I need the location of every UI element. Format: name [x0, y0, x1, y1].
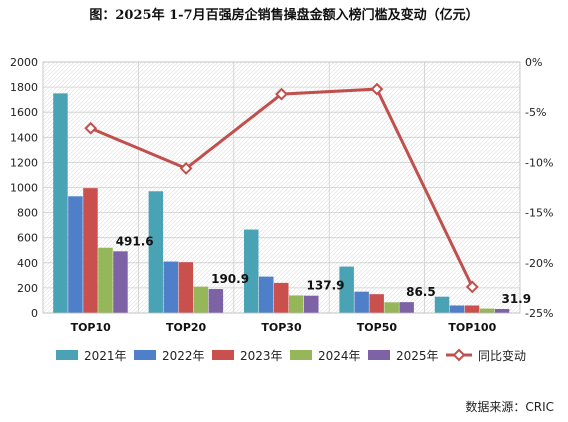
legend-swatch: [368, 350, 390, 360]
bar-top30-2: [259, 276, 274, 313]
source-note: 数据来源：CRIC: [465, 400, 554, 414]
legend-label: 2022年: [162, 349, 205, 363]
y-right-tick-label: -25%: [525, 307, 553, 320]
data-label: 190.9: [211, 272, 249, 286]
data-label: 86.5: [406, 285, 436, 299]
y-left-tick-label: 1800: [10, 81, 38, 94]
y-left-tick-label: 200: [17, 282, 38, 295]
bar-top20-2: [163, 261, 179, 313]
bar-top10-3: [83, 188, 98, 313]
y-right-tick-label: -5%: [525, 106, 546, 119]
bar-top20-5: [208, 289, 224, 313]
bar-top20-1: [148, 191, 164, 313]
bar-top30-1: [244, 229, 259, 313]
bar-top100-3: [464, 305, 480, 313]
legend-label: 2023年: [240, 349, 283, 363]
bar-top20-4: [193, 286, 209, 313]
bar-top30-4: [289, 295, 304, 313]
bar-top30-3: [274, 282, 289, 313]
bar-top20-3: [178, 262, 194, 313]
y-right-tick-label: 0%: [525, 56, 542, 69]
yoy-line-marker: [84, 121, 98, 135]
bar-top10-1: [53, 93, 68, 313]
legend-label: 2021年: [84, 349, 127, 363]
x-category-label: TOP30: [261, 321, 302, 334]
legend-swatch: [290, 350, 312, 360]
bar-top10-2: [68, 196, 83, 313]
legend-swatch: [212, 350, 234, 360]
bar-top100-5: [494, 308, 510, 313]
bar-top50-3: [369, 294, 384, 313]
bar-top100-1: [434, 296, 450, 313]
bar-top50-5: [399, 302, 414, 313]
bar-top10-5: [113, 251, 128, 313]
data-label: 491.6: [116, 234, 154, 248]
legend-label: 同比变动: [478, 348, 526, 363]
axes: 0 200 400 600 800 1000 1200 1400 1600 1800 2000 -25…: [10, 56, 553, 334]
y-right-tick-label: -10%: [525, 156, 553, 169]
x-category-label: TOP50: [357, 321, 398, 334]
x-category-label: TOP20: [166, 321, 207, 334]
legend: 2021年 2022年 2023年 2024年 2025年 同比变动: [56, 348, 526, 363]
y-left-tick-label: 2000: [10, 56, 38, 69]
data-labels: 491.6 190.9 137.9 86.5 31.9: [116, 234, 531, 306]
yoy-line-marker: [275, 87, 288, 101]
legend-swatch: [56, 350, 78, 360]
legend-label: 2025年: [396, 349, 439, 363]
bar-top100-4: [479, 308, 495, 313]
bars: [53, 93, 510, 313]
bar-top100-2: [449, 305, 465, 313]
y-left-tick-label: 1000: [10, 182, 38, 195]
y-right-tick-label: -20%: [525, 257, 553, 270]
bar-top30-5: [304, 295, 319, 313]
bar-top10-4: [98, 247, 113, 313]
y-right-tick-label: -15%: [525, 207, 553, 220]
bar-top50-4: [384, 302, 399, 313]
yoy-line-marker: [465, 280, 479, 294]
y-left-tick-label: 1600: [10, 106, 38, 119]
chart-title: 图：2025年 1-7月百强房企销售操盘金额入榜门槛及变动（亿元）: [89, 8, 479, 23]
legend-swatch: [134, 350, 156, 360]
y-left-tick-label: 0: [31, 307, 38, 320]
bar-top50-2: [354, 291, 369, 313]
yoy-line-marker: [370, 82, 384, 96]
data-label: 31.9: [501, 292, 531, 306]
legend-line-marker: [452, 348, 466, 362]
y-left-tick-label: 800: [17, 207, 38, 220]
yoy-line-marker: [179, 162, 193, 175]
x-category-label: TOP10: [71, 321, 112, 334]
plot-border: [42, 61, 521, 314]
x-category-label: TOP100: [448, 321, 496, 334]
y-left-tick-label: 1200: [10, 156, 38, 169]
y-left-tick-label: 600: [17, 232, 38, 245]
bar-top50-1: [339, 266, 354, 313]
yoy-line: [84, 82, 479, 294]
legend-label: 2024年: [318, 349, 361, 363]
y-left-tick-label: 1400: [10, 131, 38, 144]
y-left-tick-label: 400: [17, 257, 38, 270]
data-label: 137.9: [307, 279, 345, 293]
